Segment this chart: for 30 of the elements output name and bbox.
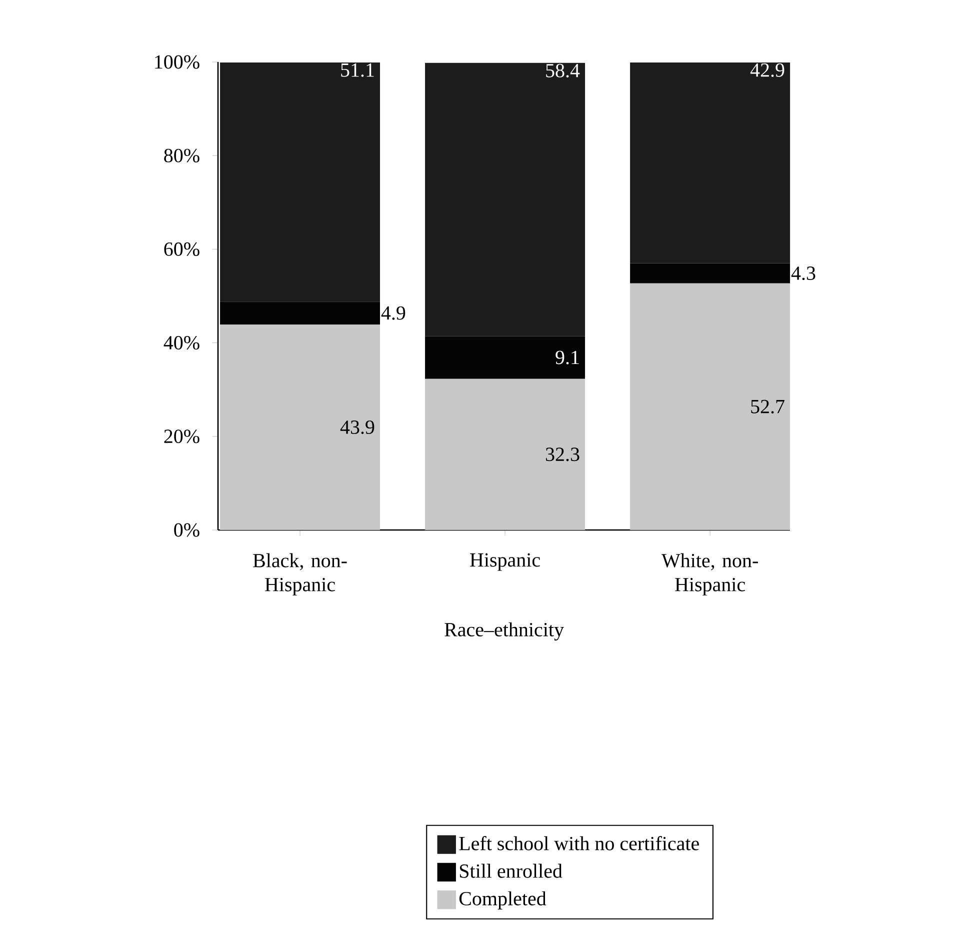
y-tick-label: 0%	[174, 523, 200, 537]
y-tick-label: 40%	[164, 336, 200, 350]
x-tick-label: Hispanic	[470, 553, 540, 571]
legend-label: Completed	[459, 891, 546, 910]
bar	[630, 283, 790, 530]
legend-label: Still enrolled	[460, 864, 562, 878]
data-label: 42.9	[750, 63, 784, 77]
bar	[630, 62, 790, 264]
bar	[425, 62, 586, 336]
bar	[425, 336, 586, 379]
data-label: 58.4	[546, 64, 580, 78]
bar	[220, 62, 380, 302]
data-label: 52.7	[751, 400, 784, 414]
data-label: 9.1	[556, 350, 579, 364]
y-tick-label: 80%	[164, 148, 200, 162]
data-label: 32.3	[546, 448, 580, 462]
x-tick-label: White, non-Hispanic	[661, 553, 758, 596]
x-axis-title: Race–ethnicity	[444, 622, 564, 641]
y-tick-label: 100%	[155, 55, 200, 69]
y-tick-label: 20%	[164, 430, 200, 444]
bar	[630, 263, 790, 284]
data-label: 43.9	[340, 420, 374, 434]
x-tick-label: Black, non-Hispanic	[253, 553, 347, 596]
legend-label: Left school with no certificate	[459, 836, 699, 850]
bar	[220, 324, 380, 530]
data-label: 4.9	[381, 306, 406, 320]
data-label: 51.1	[341, 63, 374, 77]
data-label: 4.3	[791, 266, 816, 280]
bar	[425, 378, 586, 530]
y-tick-label: 60%	[164, 242, 200, 256]
